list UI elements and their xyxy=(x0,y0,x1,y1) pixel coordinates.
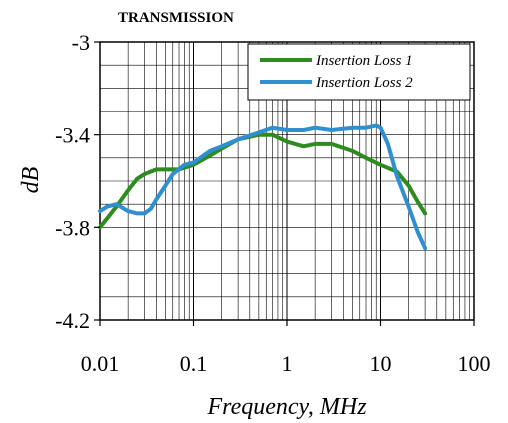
y-axis-label: dB xyxy=(18,166,44,193)
legend-label-2: Insertion Loss 2 xyxy=(315,75,413,91)
y-tick-label: -4.2 xyxy=(55,308,90,333)
series-line-2 xyxy=(98,123,428,251)
tick-layer: 0.01 0.1 1 10 100 -3 -3.4 -3.8 -4.2 xyxy=(55,30,490,376)
y-tick-label: -3.4 xyxy=(55,123,90,148)
y-tick-label: -3.8 xyxy=(55,215,90,240)
legend: Insertion Loss 1 Insertion Loss 2 xyxy=(247,43,471,101)
y-tick-label: -3 xyxy=(72,30,90,55)
x-axis-label: Frequency, MHz xyxy=(206,394,367,420)
x-tick-label: 10 xyxy=(370,351,392,376)
x-tick-label: 100 xyxy=(458,351,491,376)
legend-label-1: Insertion Loss 1 xyxy=(315,53,413,69)
x-tick-label: 0.1 xyxy=(180,351,208,376)
x-tick-label: 0.01 xyxy=(81,351,120,376)
legend-box xyxy=(247,43,471,101)
chart-title: TRANSMISSION xyxy=(118,10,234,26)
x-tick-label: 1 xyxy=(282,351,293,376)
series-layer xyxy=(98,123,428,251)
